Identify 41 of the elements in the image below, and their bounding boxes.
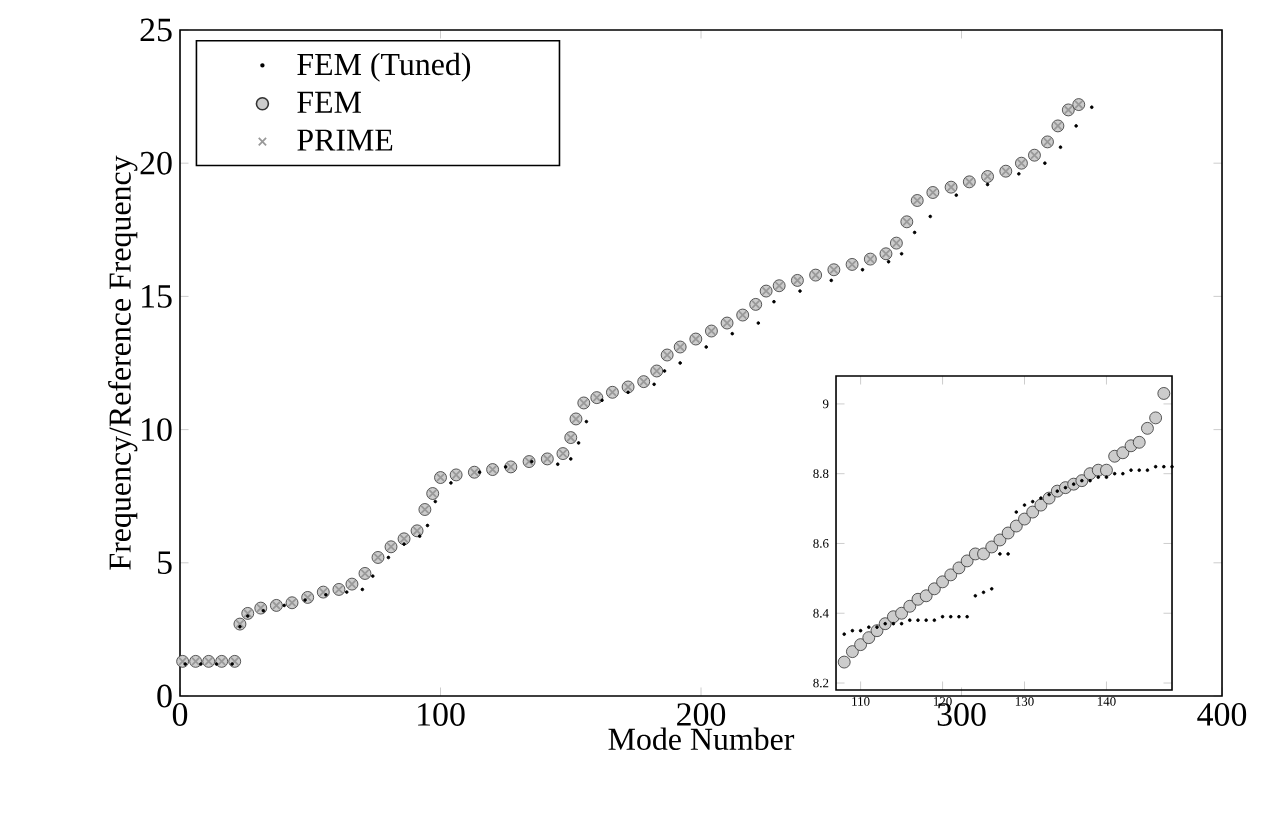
- x-tick-label: 0: [172, 703, 188, 726]
- point: [1116, 446, 1130, 460]
- point: [952, 561, 966, 575]
- y-tick-label: 10: [142, 418, 172, 442]
- point: [1001, 526, 1015, 540]
- x-tick-label: 300: [937, 703, 986, 726]
- point: [985, 540, 999, 554]
- point: [977, 547, 990, 561]
- legend-label: PRIME: [297, 129, 393, 151]
- point: [1141, 421, 1154, 435]
- point: [1018, 512, 1031, 526]
- point: [1034, 498, 1048, 512]
- point: [895, 606, 908, 620]
- y-tick-label: 15: [142, 285, 172, 308]
- x-axis-title: Mode Number: [608, 727, 795, 751]
- point: [944, 568, 958, 582]
- point: [1009, 519, 1023, 533]
- legend-label: FEM (Tuned): [297, 52, 471, 82]
- point: [1132, 435, 1146, 449]
- x-tick-label: 100: [418, 703, 465, 726]
- point: [993, 533, 1007, 547]
- point: [919, 589, 933, 603]
- point: [846, 645, 859, 658]
- legend-label: FEM: [297, 91, 362, 113]
- point: [960, 554, 974, 568]
- y-tick-label: 25: [140, 18, 172, 42]
- y-axis-title: Frequency/Reference Frequency: [108, 155, 138, 570]
- point: [1100, 463, 1113, 477]
- point: [1026, 505, 1040, 519]
- point: [1149, 411, 1162, 425]
- x-tick-label: 400: [1197, 703, 1247, 726]
- point: [903, 599, 917, 613]
- point: [862, 631, 876, 645]
- point: [1157, 387, 1171, 400]
- y-tick-label: 5: [158, 551, 172, 575]
- y-tick-label: 20: [140, 151, 172, 175]
- point: [854, 638, 867, 652]
- point: [927, 582, 941, 596]
- x-tick-label: 200: [677, 703, 726, 726]
- point: [936, 575, 949, 589]
- point: [837, 655, 851, 669]
